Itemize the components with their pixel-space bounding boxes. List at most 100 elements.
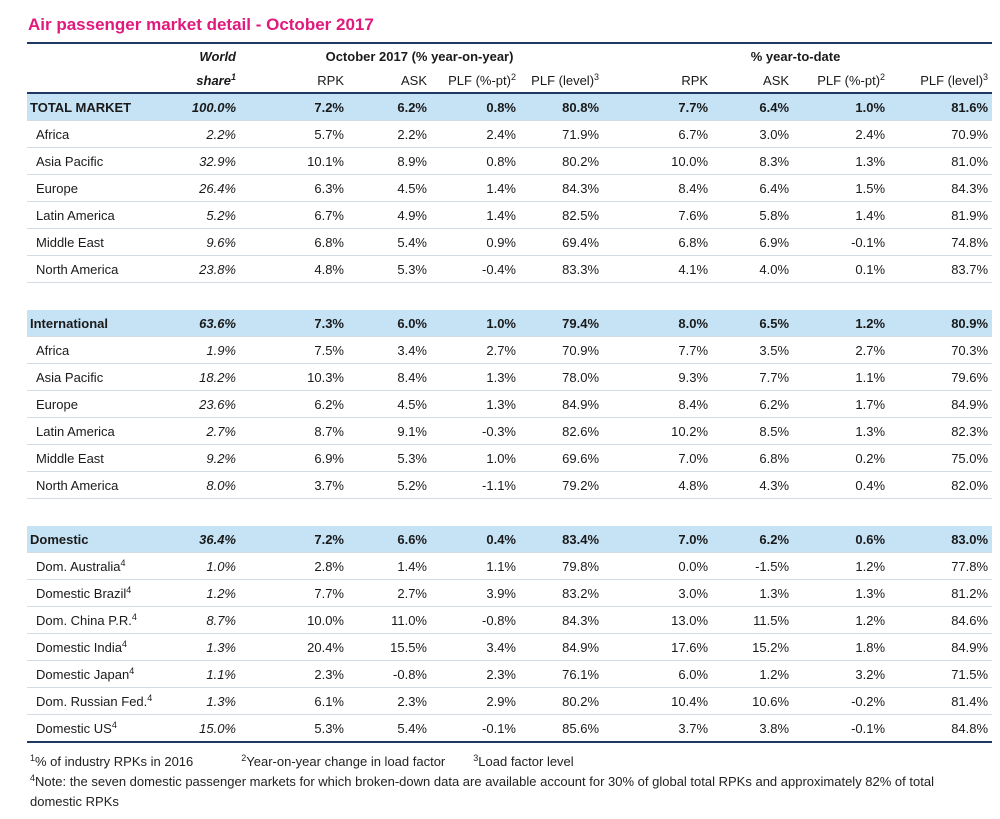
value-cell: 84.3% [520, 606, 604, 634]
row-name-text: Latin America [36, 423, 115, 439]
footnote-text: Note: the seven domestic passenger marke… [30, 774, 934, 809]
column-header-text: PLF (level) [920, 72, 984, 88]
value-cell: 77.8% [889, 552, 993, 580]
world-share: 5.2% [160, 201, 240, 229]
column-header-text: RPK [317, 72, 344, 88]
value-cell: 6.2% [712, 526, 794, 553]
value-cell: -1.1% [431, 471, 520, 499]
value-cell: 6.9% [712, 228, 794, 256]
value-cell: 1.2% [793, 310, 890, 337]
value-cell: 10.4% [603, 687, 713, 715]
value-cell: 1.1% [793, 363, 890, 391]
footnote-ref: 4 [121, 638, 127, 649]
value-cell: 5.8% [712, 201, 794, 229]
footnote-ref: 4 [126, 584, 132, 595]
data-row: Latin America 5.2% 6.7% 4.9% 1.4% 82.5% 7.6% 5.… [27, 201, 993, 229]
value-cell: 0.9% [431, 228, 520, 256]
world-share: 1.1% [160, 660, 240, 688]
column-header: ASK [712, 68, 794, 94]
value-cell: 15.2% [712, 633, 794, 661]
world-share: 1.9% [160, 336, 240, 364]
value-cell: 1.8% [793, 633, 890, 661]
row-name: Africa [27, 120, 160, 148]
value-cell: 3.4% [431, 633, 520, 661]
value-cell: 3.4% [348, 336, 431, 364]
footnote-number: 4 [30, 773, 36, 783]
value-cell: 5.4% [348, 714, 431, 743]
value-cell: 83.7% [889, 255, 993, 283]
footnote-line: 1% of industry RPKs in 2016 2Year-on-year… [30, 752, 985, 772]
value-cell: -0.8% [348, 660, 431, 688]
value-cell: 10.0% [240, 606, 348, 634]
value-cell: 6.0% [348, 310, 431, 337]
value-cell: 15.5% [348, 633, 431, 661]
value-cell: 83.3% [520, 255, 604, 283]
value-cell: 81.9% [889, 201, 993, 229]
value-cell: 84.3% [520, 174, 604, 202]
value-cell: 5.7% [240, 120, 348, 148]
value-cell: 5.3% [240, 714, 348, 743]
data-row: North America 8.0% 3.7% 5.2% -1.1% 79.2% 4.8% 4… [27, 471, 993, 499]
value-cell: 3.7% [240, 471, 348, 499]
title: Air passenger market detail - October 20… [28, 15, 374, 34]
value-cell: 8.5% [712, 417, 794, 445]
row-name-text: Domestic [30, 531, 89, 547]
value-cell: 4.0% [712, 255, 794, 283]
value-cell: 10.0% [603, 147, 713, 175]
value-cell: 0.6% [793, 526, 890, 553]
data-row: Domestic US4 15.0% 5.3% 5.4% -0.1% 85.6% 3.7% 3… [27, 714, 993, 743]
value-cell: 79.2% [520, 471, 604, 499]
value-cell: 79.6% [889, 363, 993, 391]
column-header: ASK [348, 68, 431, 94]
column-header-text: PLF (%-pt) [448, 72, 511, 88]
value-cell: 2.7% [431, 336, 520, 364]
column-header: RPK [240, 68, 348, 94]
value-cell: 81.2% [889, 579, 993, 607]
world-share: 1.3% [160, 687, 240, 715]
value-cell: 80.8% [520, 93, 604, 121]
value-cell: 75.0% [889, 444, 993, 472]
column-header-text: ASK [763, 72, 790, 88]
value-cell: 69.4% [520, 228, 604, 256]
column-header-text: PLF (%-pt) [817, 72, 881, 88]
value-cell: 1.4% [793, 201, 890, 229]
column-header: PLF (level)3 [520, 68, 604, 94]
value-cell: 83.4% [520, 526, 604, 553]
footnote-number: 3 [473, 753, 479, 763]
footnote-line: 4Note: the seven domestic passenger mark… [30, 772, 985, 812]
footnote: 3Load factor level [473, 753, 573, 770]
row-name-text: Domestic India [36, 639, 122, 655]
value-cell: 81.4% [889, 687, 993, 715]
share-header: share1 [160, 68, 240, 94]
value-cell: -1.5% [712, 552, 794, 580]
section-row: TOTAL MARKET 100.0% 7.2% 6.2% 0.8% 80.8% 7.7% 6… [27, 93, 993, 121]
value-cell: 7.2% [240, 526, 348, 553]
world-share: 1.3% [160, 633, 240, 661]
value-cell: 84.3% [889, 174, 993, 202]
spacer-cell [27, 499, 992, 527]
data-row: Domestic Brazil4 1.2% 7.7% 2.7% 3.9% 83.2% 3.0… [27, 579, 993, 607]
value-cell: 8.3% [712, 147, 794, 175]
value-cell: 7.5% [240, 336, 348, 364]
footnote-number: 2 [241, 753, 247, 763]
row-name-text: Domestic Japan [36, 666, 130, 682]
value-cell: 9.1% [348, 417, 431, 445]
row-name: Latin America [27, 201, 160, 229]
value-cell: 2.3% [348, 687, 431, 715]
value-cell: 9.3% [603, 363, 713, 391]
row-name-text: Europe [36, 180, 78, 196]
table-body: World October 2017 (% year-on-year)% year… [27, 42, 993, 743]
value-cell: 2.2% [348, 120, 431, 148]
row-name: Dom. Russian Fed.4 [27, 687, 160, 715]
header-cell [27, 42, 160, 68]
value-cell: 83.2% [520, 579, 604, 607]
value-cell: 70.9% [520, 336, 604, 364]
footnote: 1% of industry RPKs in 2016 [30, 754, 193, 770]
value-cell: 8.7% [240, 417, 348, 445]
value-cell: 3.7% [603, 714, 713, 743]
footnote: 4Note: the seven domestic passenger mark… [30, 773, 934, 810]
value-cell: 0.4% [793, 471, 890, 499]
section-row: Domestic 36.4% 7.2% 6.6% 0.4% 83.4% 7.0% 6.2% 0.… [27, 526, 993, 553]
value-cell: 6.1% [240, 687, 348, 715]
